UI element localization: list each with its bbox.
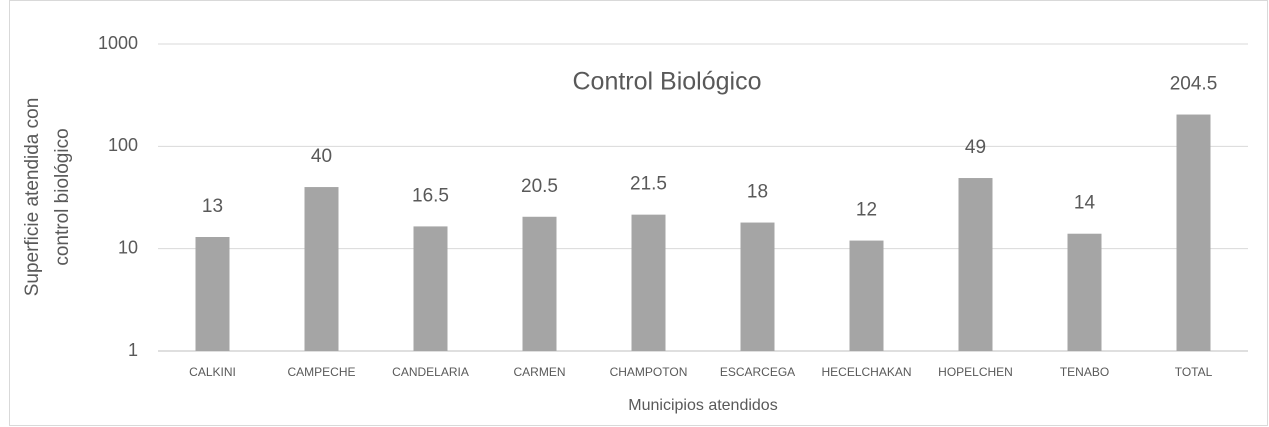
- data-label: 14: [1074, 193, 1096, 214]
- x-tick-label: TENABO: [1060, 365, 1109, 379]
- y-tick-label: 1000: [98, 33, 138, 53]
- data-label: 21.5: [630, 174, 667, 195]
- bar: [304, 187, 339, 351]
- bar: [195, 237, 230, 351]
- x-tick-label: CARMEN: [513, 365, 565, 379]
- x-axis-label: Municipios atendidos: [628, 397, 777, 414]
- bar: [849, 240, 884, 351]
- data-label: 20.5: [521, 176, 558, 197]
- bar: [1176, 114, 1211, 351]
- bar: [740, 222, 775, 351]
- data-label: 40: [311, 146, 332, 167]
- x-tick-label: CAMPECHE: [287, 365, 355, 379]
- data-label: 49: [965, 137, 986, 158]
- y-axis-label: control biológico: [52, 128, 73, 265]
- y-tick-label: 1: [128, 340, 138, 360]
- data-label: 204.5: [1170, 74, 1218, 95]
- bar: [631, 214, 666, 351]
- y-tick-label: 10: [118, 237, 138, 257]
- x-tick-label: CHAMPOTON: [610, 365, 688, 379]
- data-label: 16.5: [412, 185, 449, 206]
- bar: [958, 178, 993, 351]
- x-tick-label: CALKINI: [189, 365, 236, 379]
- x-tick-label: HECELCHAKAN: [821, 365, 911, 379]
- bar: [1067, 233, 1102, 351]
- data-label: 12: [856, 200, 877, 221]
- bar: [413, 226, 448, 351]
- data-label: 13: [202, 196, 223, 217]
- y-axis-label: Superficie atendida con: [22, 98, 43, 297]
- chart-title: Control Biológico: [573, 68, 762, 96]
- x-tick-label: ESCARCEGA: [720, 365, 795, 379]
- x-tick-label: TOTAL: [1175, 365, 1213, 379]
- x-tick-label: CANDELARIA: [392, 365, 469, 379]
- y-tick-label: 100: [108, 135, 138, 155]
- x-tick-label: HOPELCHEN: [938, 365, 1013, 379]
- bar: [522, 216, 557, 351]
- chart-border: [9, 0, 1268, 426]
- data-label: 18: [747, 182, 768, 203]
